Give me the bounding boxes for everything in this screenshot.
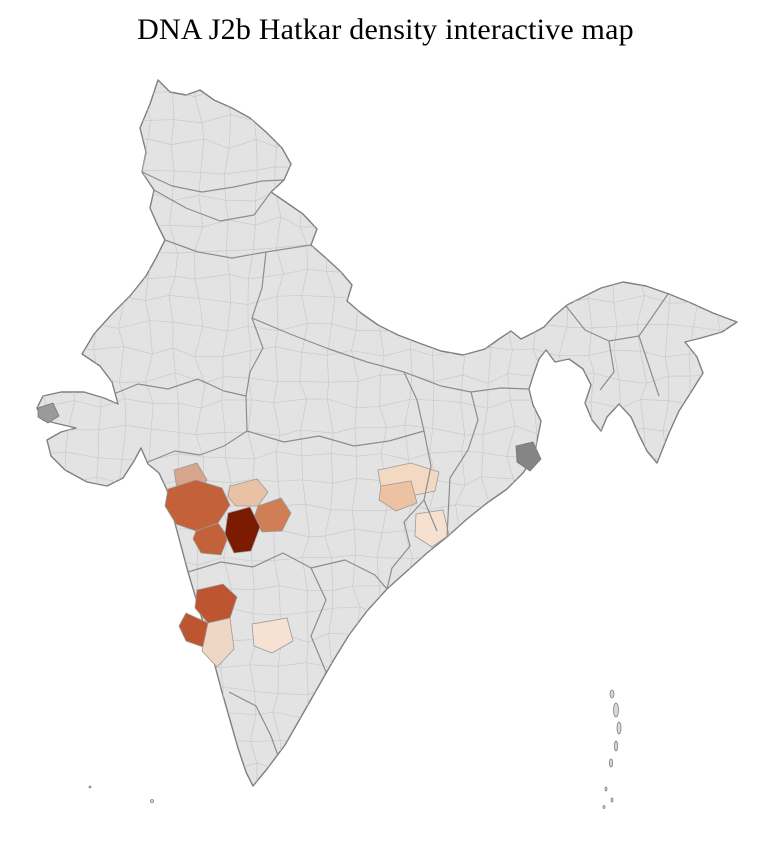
state-border	[599, 340, 615, 391]
district-8[interactable]	[178, 612, 209, 648]
district-6[interactable]	[224, 506, 261, 554]
district-9[interactable]	[201, 617, 235, 668]
island-dots	[88, 689, 622, 809]
state-border	[403, 371, 438, 532]
district-3[interactable]	[192, 522, 229, 556]
district-12[interactable]	[378, 480, 418, 512]
state-border	[147, 395, 248, 463]
state-border	[246, 430, 425, 447]
state-border	[141, 171, 285, 193]
page-title: DNA J2b Hatkar density interactive map	[137, 13, 634, 46]
dark-region-2[interactable]	[37, 402, 60, 424]
district-10[interactable]	[251, 617, 294, 654]
state-border	[245, 251, 267, 397]
state-border	[228, 691, 282, 765]
dark-region-1[interactable]	[515, 441, 542, 472]
state-borders	[103, 171, 669, 765]
state-border	[310, 559, 388, 590]
highlighted-districts	[37, 402, 542, 668]
state-border	[153, 189, 272, 222]
state-border	[103, 378, 247, 399]
state-border	[187, 552, 312, 573]
district-13[interactable]	[414, 509, 450, 548]
state-border	[386, 499, 425, 590]
state-border	[638, 335, 660, 397]
india-outline	[36, 79, 738, 787]
state-border	[251, 317, 442, 387]
state-border	[440, 385, 530, 393]
state-border	[164, 239, 312, 259]
state-border	[446, 391, 479, 538]
